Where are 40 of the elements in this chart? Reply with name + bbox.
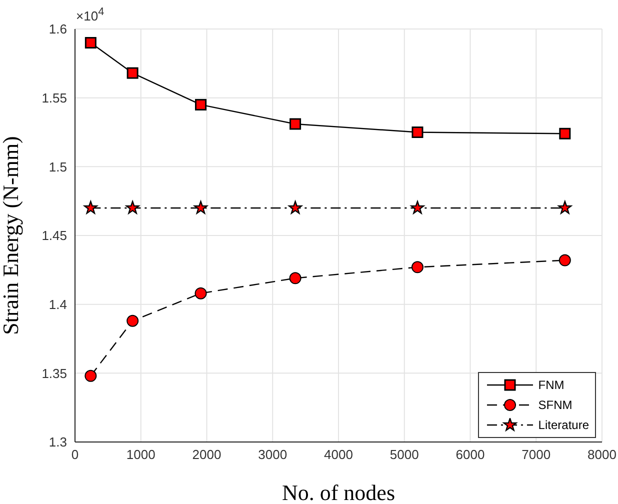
x-tick-label: 3000 [258, 447, 288, 462]
point [84, 370, 97, 382]
point [288, 200, 302, 214]
legend-label: SFNM [538, 398, 572, 412]
y-axis-title: Strain Energy (N-mm) [0, 136, 23, 335]
y-tick-label: 1.5 [48, 159, 67, 174]
point [126, 314, 139, 327]
point [195, 98, 207, 110]
point [194, 200, 208, 214]
y-tick-label: 1.35 [42, 366, 67, 381]
point [84, 37, 96, 49]
x-tick-label: 6000 [456, 447, 485, 462]
point [289, 272, 302, 284]
point [412, 126, 424, 138]
point [558, 254, 571, 266]
point [558, 200, 572, 214]
legend-label: Literature [538, 418, 589, 432]
x-tick-label: 2000 [192, 447, 222, 462]
y-tick-label: 1.3 [48, 434, 67, 450]
point [559, 128, 571, 140]
point [126, 67, 138, 79]
point [410, 200, 424, 214]
point [290, 118, 302, 130]
x-tick-label: 7000 [522, 447, 551, 462]
y-tick-label: 1.55 [42, 90, 67, 106]
point [84, 200, 98, 214]
x-axis-title: No. of nodes [282, 480, 396, 504]
y-tick-label: 1.45 [42, 228, 67, 244]
x-tick-label: 1000 [126, 447, 156, 462]
point [194, 287, 207, 300]
y-tick-label: 1.6 [48, 22, 67, 37]
text: ×10$^{4}$ [76, 6, 104, 24]
y-tick-label: 1.4 [48, 296, 67, 312]
point [126, 200, 140, 214]
point [411, 261, 424, 274]
x-tick-label: 4000 [324, 447, 353, 462]
x-tick-label: 5000 [390, 447, 419, 462]
x-tick-label: 0 [71, 447, 79, 462]
legend-label: FNM [538, 378, 564, 392]
x-tick-label: 8000 [588, 447, 616, 462]
